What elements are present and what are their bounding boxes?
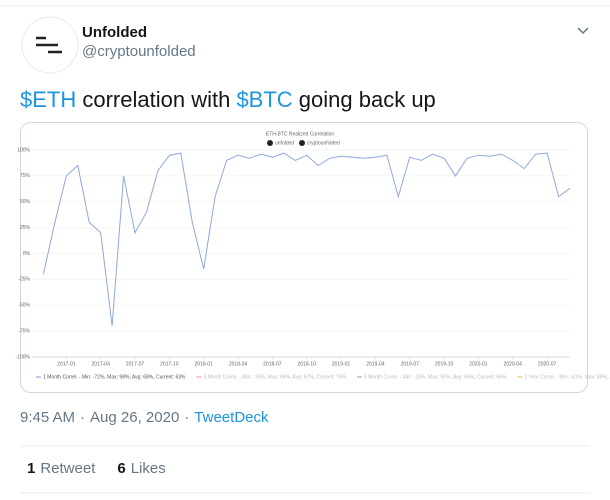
brand: cryptounfolded: [307, 140, 340, 146]
x-tick-label: 2019-01: [332, 361, 351, 367]
y-tick-label: -75%: [18, 328, 30, 334]
legend-entry[interactable]: 1 Year Correl. - Min: -61%, Max: 89%, Av…: [524, 374, 610, 380]
like-count: 6: [117, 460, 125, 477]
y-tick-label: -50%: [18, 303, 30, 309]
menu-chevron[interactable]: [577, 27, 589, 35]
data-line: [42, 152, 571, 326]
time: 9:45 AM: [20, 409, 75, 426]
tweet-text: $ETH correlation with $BTC going back up: [20, 87, 436, 112]
x-tick-label: 2019-04: [366, 361, 385, 367]
retweet-label: Retweet: [40, 460, 96, 477]
y-tick-label: 0%: [23, 251, 31, 257]
text-segment: correlation with: [76, 87, 236, 112]
author-handle[interactable]: @cryptounfolded: [82, 43, 196, 60]
x-tick-label: 2017-07: [126, 361, 145, 367]
x-tick-label: 2019-10: [435, 361, 454, 367]
cashtag[interactable]: $BTC: [236, 87, 292, 112]
x-tick-label: 2017-10: [160, 361, 179, 367]
separator: ·: [184, 409, 189, 426]
legend-entry[interactable]: 6 Month Correl. - Min: -15%, Max: 93%, A…: [364, 374, 507, 380]
x-tick-label: 2019-07: [401, 361, 420, 367]
media[interactable]: [20, 122, 588, 393]
x-tick-label: 2017-04: [92, 361, 111, 367]
legend-entry[interactable]: 1 Month Correl. - Min: -72%, Max: 98%, A…: [43, 374, 186, 380]
avatar-icon: [36, 36, 62, 54]
x-tick-label: 2020-07: [538, 361, 557, 367]
chart-title: ETH-BTC Realized Correlation: [266, 131, 335, 137]
date: Aug 26, 2020: [90, 409, 179, 426]
retweet-count: 1: [27, 460, 35, 477]
y-tick-label: 50%: [20, 199, 31, 205]
x-tick-label: 2018-07: [263, 361, 282, 367]
brand-icon: [267, 140, 273, 146]
source[interactable]: TweetDeck: [194, 409, 269, 426]
x-tick-label: 2020-04: [504, 361, 523, 367]
x-tick-label: 2017-01: [57, 361, 76, 367]
cashtag[interactable]: $ETH: [20, 87, 76, 112]
x-tick-label: 2018-10: [298, 361, 317, 367]
y-tick-label: -100%: [16, 354, 31, 360]
y-tick-label: 100%: [17, 147, 30, 153]
brand: unfolded: [275, 140, 294, 146]
brand-icon: [299, 140, 305, 146]
text-segment: going back up: [293, 87, 436, 112]
x-tick-label: 2018-01: [195, 361, 214, 367]
legend-entry[interactable]: 3 Month Correl. - Min: -15%, Max: 98%, A…: [203, 374, 346, 380]
author-name[interactable]: Unfolded: [82, 24, 147, 41]
y-tick-label: 25%: [20, 225, 31, 231]
separator: ·: [80, 409, 85, 426]
x-tick-label: 2020-01: [469, 361, 488, 367]
like-label: Likes: [131, 460, 166, 477]
y-tick-label: -25%: [18, 277, 30, 283]
x-tick-label: 2018-04: [229, 361, 248, 367]
y-tick-label: 75%: [20, 173, 31, 179]
